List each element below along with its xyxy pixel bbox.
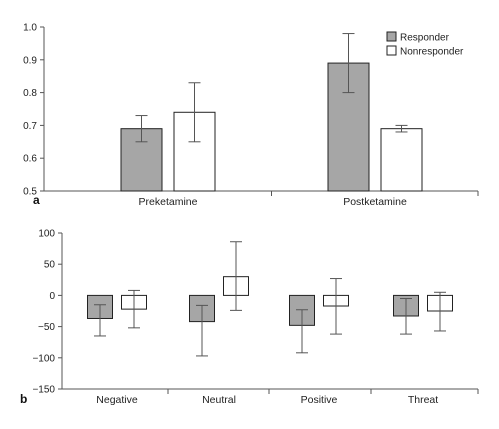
x-category-label: Positive bbox=[301, 394, 338, 406]
legend-swatch bbox=[386, 31, 397, 42]
y-tick-label: 0.8 bbox=[23, 88, 37, 99]
y-tick-label: −100 bbox=[32, 353, 55, 364]
legend-label: Responder bbox=[400, 33, 450, 44]
y-tick-label: 0.5 bbox=[23, 187, 37, 198]
y-tick-label: 0.9 bbox=[23, 55, 37, 66]
panel-label: b bbox=[20, 392, 27, 406]
x-category-label: Postketamine bbox=[343, 196, 407, 208]
bar-nonresponder bbox=[380, 128, 423, 192]
y-tick-label: −50 bbox=[38, 322, 55, 333]
x-category-label: Preketamine bbox=[139, 196, 198, 208]
panel-label: a bbox=[33, 193, 40, 207]
legend-swatch bbox=[386, 45, 397, 56]
y-tick-label: 0 bbox=[49, 291, 55, 302]
y-tick-label: 0.6 bbox=[23, 154, 37, 165]
y-tick-label: 100 bbox=[38, 229, 55, 240]
x-category-label: Negative bbox=[96, 394, 138, 406]
x-category-label: Neutral bbox=[202, 394, 236, 406]
y-tick-label: 1.0 bbox=[23, 23, 37, 34]
y-tick-label: 0.7 bbox=[23, 121, 37, 132]
panel-b: 100 50 0 −50 −100 −150 Negative Neutral Positive… bbox=[20, 229, 479, 406]
x-category-label: Threat bbox=[408, 394, 438, 406]
legend-label: Nonresponder bbox=[400, 47, 464, 58]
y-tick-label: −150 bbox=[32, 385, 55, 396]
panel-a: 0.5 0.6 0.7 0.8 0.9 1.0 Preketamine Postketamin… bbox=[23, 23, 479, 208]
y-tick-label: 50 bbox=[44, 260, 56, 271]
